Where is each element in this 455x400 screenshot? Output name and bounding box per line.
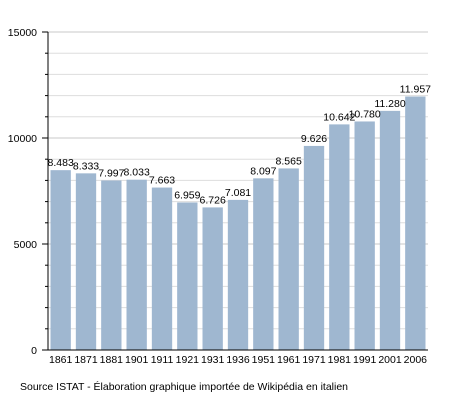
bar-value-label: 11.280	[374, 98, 405, 110]
x-tick-label: 1961	[277, 354, 301, 366]
x-tick-label: 1981	[328, 354, 352, 366]
bar-value-label: 7.081	[225, 187, 251, 199]
bar-value-label: 7.663	[149, 175, 175, 187]
x-tick-label: 1951	[252, 354, 276, 366]
bars	[50, 96, 426, 351]
bar	[354, 121, 375, 351]
bar	[50, 170, 71, 350]
x-tick-label: 1911	[151, 354, 174, 366]
bar-value-label: 6.959	[174, 189, 200, 201]
bar	[151, 187, 173, 350]
y-tick-label: 5000	[14, 239, 38, 251]
x-tick-label: 1881	[100, 354, 124, 366]
bar	[253, 178, 274, 350]
x-tick-label: 1931	[201, 354, 225, 366]
y-tick-label: 15000	[8, 27, 37, 39]
bar-value-label: 10.642	[323, 111, 355, 123]
bar-value-label: 6.726	[200, 194, 226, 206]
bar-value-label: 11.957	[400, 84, 431, 96]
bar	[379, 110, 401, 350]
x-tick-label: 1871	[74, 354, 98, 366]
bar-value-label: 8.333	[73, 160, 99, 172]
x-tick-label: 1901	[125, 354, 149, 366]
bar	[278, 168, 299, 350]
bar	[75, 173, 97, 350]
x-tick-label: 2001	[378, 354, 402, 366]
bar-value-label: 8.033	[124, 167, 150, 179]
bar	[405, 96, 426, 350]
x-tick-label: 1921	[176, 354, 200, 366]
bar-value-label: 8.483	[48, 157, 74, 169]
x-tick-label: 1971	[302, 354, 326, 366]
source-note: Source ISTAT - Élaboration graphique imp…	[20, 381, 349, 393]
x-tick-label: 1991	[353, 354, 377, 366]
bar	[329, 124, 350, 350]
bar	[101, 180, 122, 350]
bar-value-label: 8.565	[276, 155, 302, 167]
y-tick-label: 10000	[8, 133, 37, 145]
x-tick-label: 2006	[404, 354, 428, 366]
bar	[202, 207, 223, 350]
bar-value-label: 10.780	[349, 108, 381, 120]
bar-value-label: 8.097	[250, 165, 276, 177]
bar	[303, 145, 325, 350]
x-tick-label: 1861	[49, 354, 73, 366]
bar-value-label: 9.626	[301, 133, 327, 145]
bar	[126, 179, 147, 350]
y-tick-label: 0	[31, 345, 37, 357]
bar	[227, 199, 249, 350]
x-tick-label: 1936	[226, 354, 250, 366]
bar-value-label: 7.997	[98, 167, 124, 179]
bar	[177, 202, 198, 350]
